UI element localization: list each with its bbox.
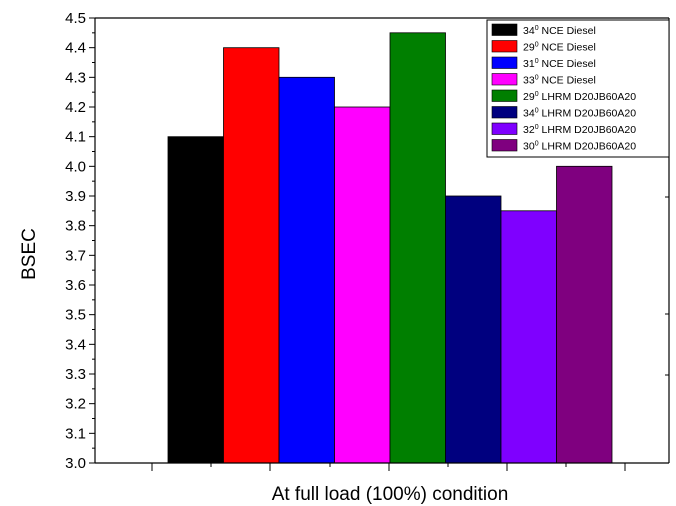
bar-7 — [500, 210, 557, 464]
y-tick-label-8: 3.7 — [65, 247, 86, 264]
y-tick-label-9: 3.8 — [65, 218, 86, 235]
y-tick-label-12: 4.1 — [65, 129, 86, 146]
y-tick-label-6: 3.5 — [65, 307, 86, 324]
legend-label-1: 340 NCE Diesel — [523, 25, 596, 37]
bar-4 — [334, 106, 391, 464]
legend-swatch-7 — [491, 122, 518, 135]
y-tick-label-4: 3.3 — [65, 366, 86, 383]
y-tick-label-1: 3.0 — [65, 455, 86, 472]
legend: 340 NCE Diesel 290 NCE Diesel 310 NCE Dies… — [486, 19, 670, 158]
y-tick-label-7: 3.6 — [65, 277, 86, 294]
y-tick-label-5: 3.4 — [65, 336, 86, 353]
bar-3 — [278, 76, 335, 464]
bar-5 — [389, 32, 446, 464]
legend-label-8: 300 LHRM D20JB60A20 — [523, 141, 636, 153]
legend-swatch-2 — [491, 40, 518, 53]
legend-swatch-6 — [491, 106, 518, 119]
y-tick-label-16: 4.5 — [65, 10, 86, 27]
y-tick-label-3: 3.2 — [65, 396, 86, 413]
x-axis-title: At full load (100%) condition — [272, 484, 509, 505]
legend-swatch-3 — [491, 56, 518, 69]
bar-8 — [556, 165, 613, 464]
legend-label-5: 290 LHRM D20JB60A20 — [523, 91, 636, 103]
y-tick-label-2: 3.1 — [65, 425, 86, 442]
y-tick-label-15: 4.4 — [65, 40, 86, 57]
legend-swatch-1 — [491, 23, 518, 36]
y-tick-label-13: 4.2 — [65, 99, 86, 116]
bar-6 — [445, 195, 502, 464]
legend-swatch-8 — [491, 139, 518, 152]
legend-swatch-5 — [491, 89, 518, 102]
legend-label-7: 320 LHRM D20JB60A20 — [523, 124, 636, 136]
legend-label-3: 310 NCE Diesel — [523, 58, 596, 70]
bar-1 — [167, 136, 224, 464]
legend-label-6: 340 LHRM D20JB60A20 — [523, 108, 636, 120]
y-tick-label-11: 4.0 — [65, 158, 86, 175]
legend-label-2: 290 NCE Diesel — [523, 42, 596, 54]
bar-2 — [223, 47, 280, 464]
y-tick-label-14: 4.3 — [65, 69, 86, 86]
bars-group — [167, 32, 613, 464]
legend-box — [486, 19, 670, 158]
y-axis-title: BSEC — [19, 228, 40, 280]
legend-swatch-4 — [491, 73, 518, 86]
y-ticks-group: 3.0 3.1 3.2 3.3 3.4 3.5 3.6 3.7 3.8 3.9 4.0 4.1 4.2 4… — [65, 10, 95, 472]
legend-label-4: 330 NCE Diesel — [523, 75, 596, 87]
y-tick-label-10: 3.9 — [65, 188, 86, 205]
